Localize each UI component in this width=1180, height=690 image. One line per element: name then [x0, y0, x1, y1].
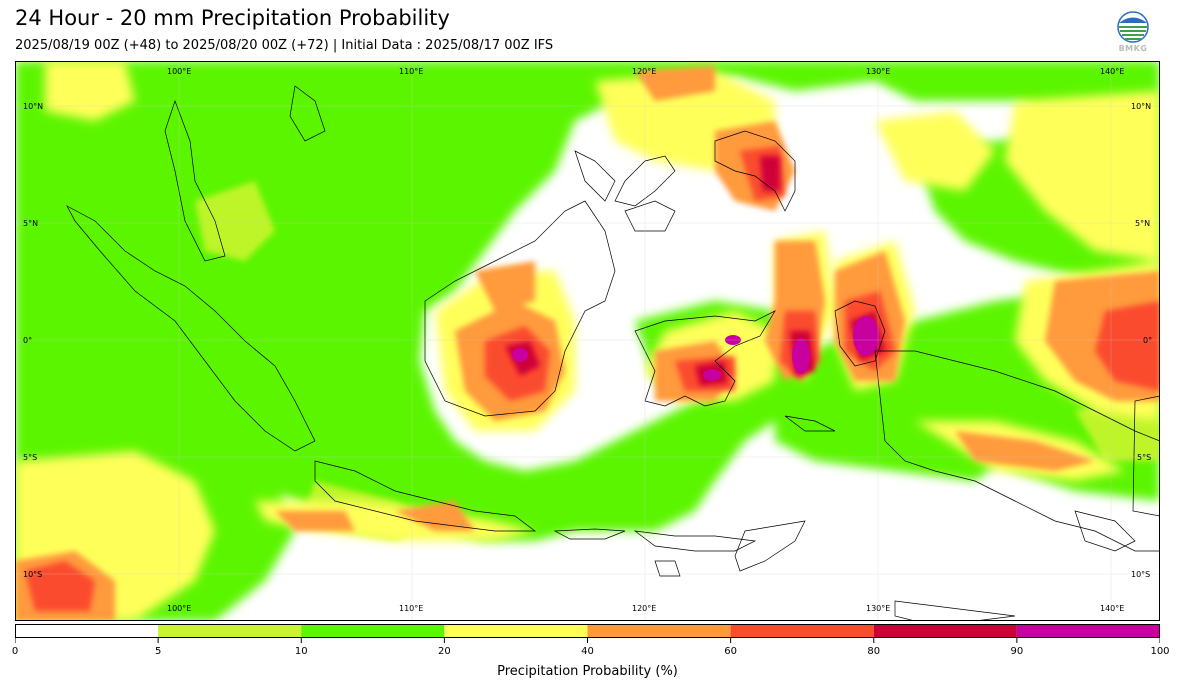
lon-labels-top: 100°E 110°E 120°E 130°E 140°E: [167, 67, 1124, 76]
lat-label: 0°: [1143, 336, 1152, 345]
colorbar-tick-label: 20: [438, 646, 451, 657]
colorbar-bin: [301, 624, 445, 638]
colorbar-tick-label: 0: [11, 646, 19, 657]
lon-label: 140°E: [1100, 604, 1124, 613]
lon-label: 140°E: [1100, 67, 1124, 76]
lat-label: 10°N: [1131, 102, 1151, 111]
chart-title: 24 Hour - 20 mm Precipitation Probabilit…: [15, 6, 450, 30]
lat-labels-left: 10°N 5°N 0° 5°S 10°S: [23, 102, 43, 579]
lon-label: 120°E: [632, 67, 656, 76]
bmkg-logo-icon: [1117, 11, 1149, 43]
lat-label: 10°S: [1131, 570, 1150, 579]
colorbar-tick-label: 5: [154, 646, 162, 657]
precipitation-map: 100°E 110°E 120°E 130°E 140°E 100°E 110°…: [15, 61, 1160, 621]
lon-label: 100°E: [167, 67, 191, 76]
colorbar: [15, 624, 1160, 638]
colorbar-bin: [158, 624, 302, 638]
lon-label: 110°E: [399, 604, 423, 613]
colorbar-tick-label: 40: [581, 646, 594, 657]
logo-text: BMKG: [1118, 44, 1148, 53]
lat-label: 5°S: [1137, 453, 1151, 462]
lon-label: 100°E: [167, 604, 191, 613]
colorbar-border: [15, 624, 1160, 638]
colorbar-bin: [15, 624, 159, 638]
colorbar-tick-label: 90: [1010, 646, 1024, 657]
colorbar-bin: [873, 624, 1017, 638]
colorbar-tick-label: 100: [1150, 646, 1170, 657]
lat-labels-right: 10°N 5°N 0° 5°S 10°S: [1131, 102, 1152, 579]
lon-label: 120°E: [632, 604, 656, 613]
lon-label: 130°E: [866, 604, 890, 613]
colorbar-bin: [444, 624, 588, 638]
colorbar-ticks: [15, 638, 1160, 643]
colorbar-bin: [587, 624, 731, 638]
lat-label: 0°: [23, 336, 32, 345]
lat-label: 10°N: [23, 102, 43, 111]
colorbar-tick-label: 80: [867, 646, 881, 657]
lat-label: 5°S: [23, 453, 37, 462]
gridlines: [15, 61, 1160, 621]
colorbar-label: Precipitation Probability (%): [497, 664, 678, 679]
band-90-100: [512, 316, 879, 381]
lat-label: 5°N: [1135, 219, 1150, 228]
colorbar-tick-label: 60: [724, 646, 737, 657]
lat-label: 5°N: [23, 219, 38, 228]
coastlines: [66, 85, 1160, 621]
lon-label: 110°E: [399, 67, 423, 76]
lat-label: 10°S: [23, 570, 42, 579]
colorbar-tick-label: 10: [294, 646, 308, 657]
lon-label: 130°E: [866, 67, 890, 76]
chart-subtitle: 2025/08/19 00Z (+48) to 2025/08/20 00Z (…: [15, 38, 554, 53]
colorbar-bin: [730, 624, 874, 638]
lon-labels-bottom: 100°E 110°E 120°E 130°E 140°E: [167, 604, 1124, 613]
colorbar-bin: [1016, 624, 1160, 638]
